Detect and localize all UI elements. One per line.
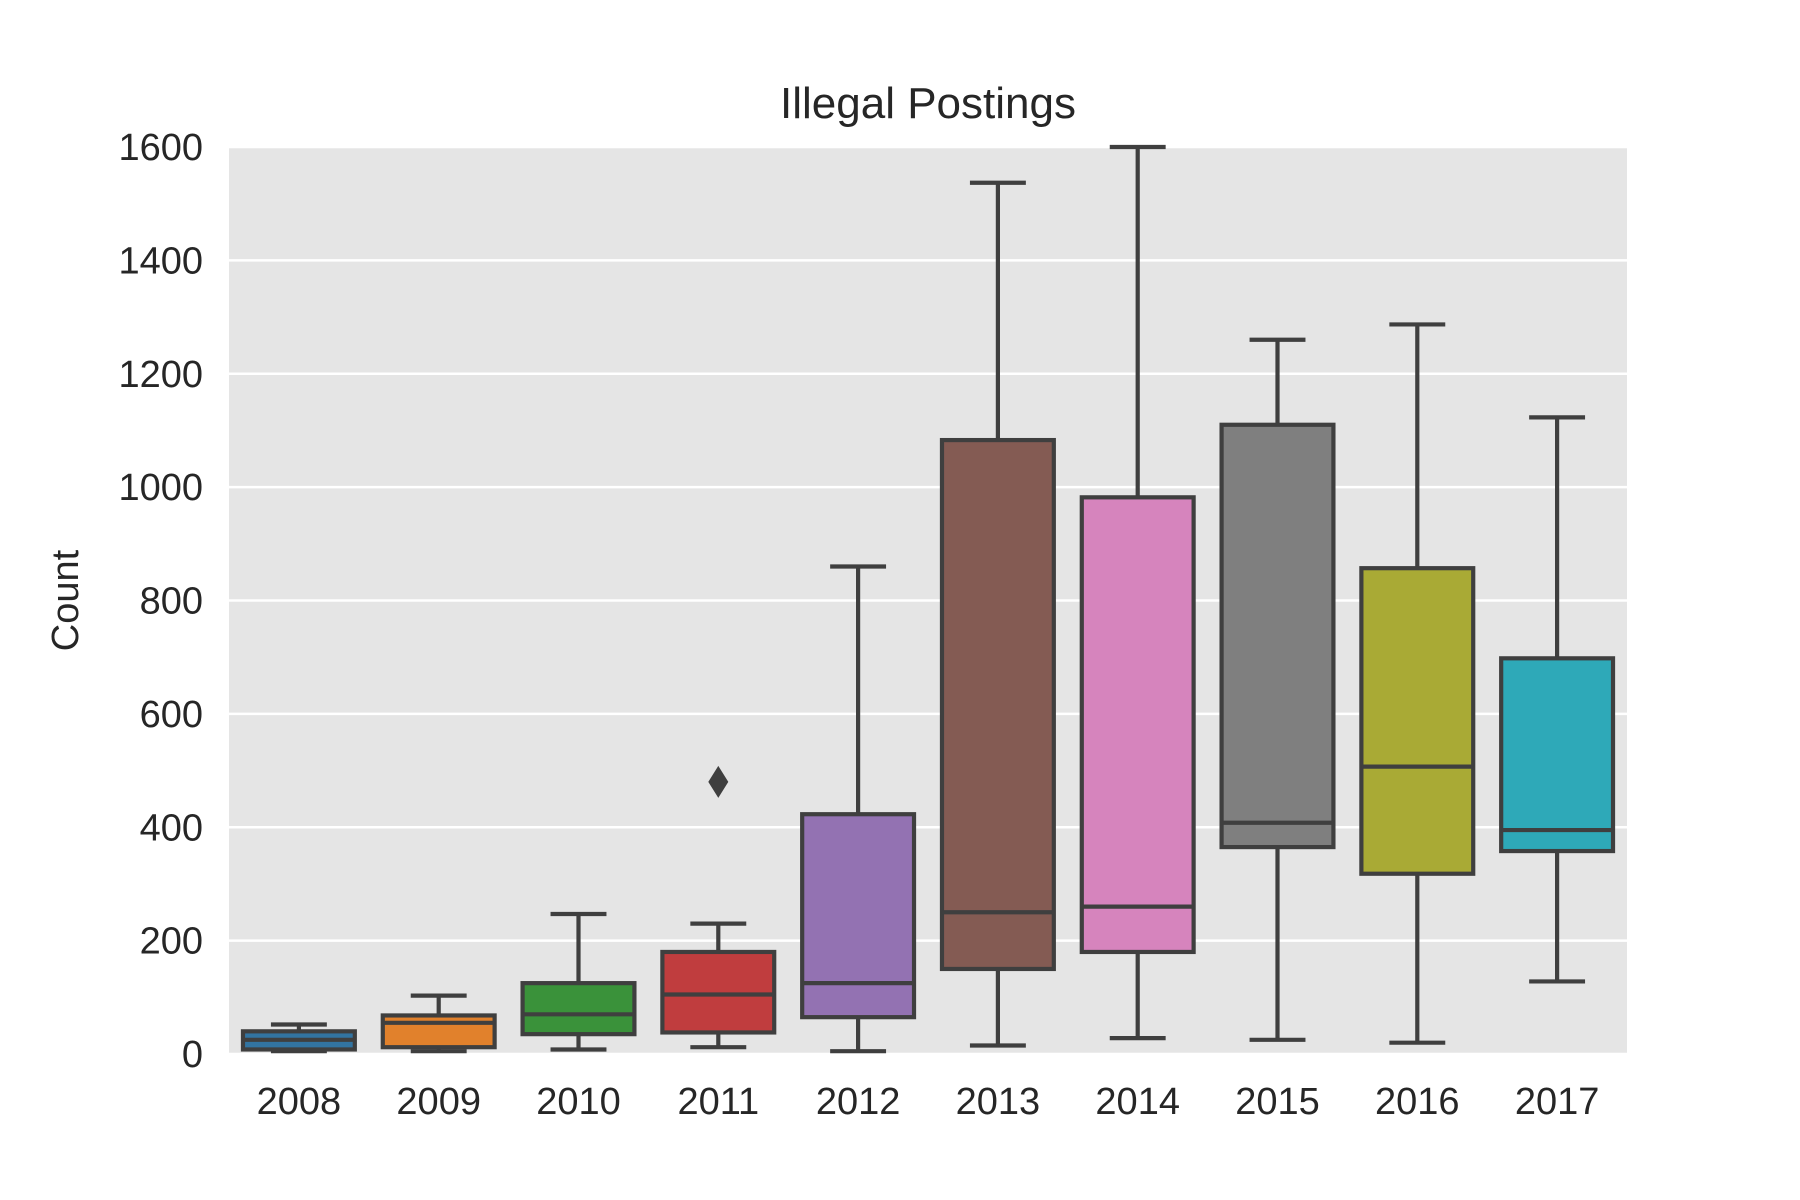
y-tick-label: 1600 — [118, 127, 203, 169]
x-tick-label: 2009 — [396, 1081, 481, 1123]
x-tick-label: 2014 — [1095, 1081, 1180, 1123]
x-tick-label: 2008 — [257, 1081, 342, 1123]
x-tick-label: 2017 — [1515, 1081, 1600, 1123]
y-tick-label: 400 — [140, 807, 203, 849]
y-axis-label: Count — [45, 549, 87, 651]
x-tick-label: 2010 — [536, 1081, 621, 1123]
y-tick-label: 200 — [140, 921, 203, 963]
box-iqr — [660, 949, 777, 1035]
boxes — [240, 144, 1616, 1054]
box-iqr — [800, 812, 917, 1020]
box-2015 — [1219, 337, 1336, 1042]
y-tick-label: 600 — [140, 694, 203, 736]
box-2013 — [939, 180, 1056, 1048]
box-iqr — [520, 981, 637, 1037]
x-tick-label: 2011 — [677, 1081, 759, 1123]
y-tick-label: 1400 — [118, 240, 203, 282]
box-2014 — [1079, 144, 1196, 1041]
box-2016 — [1359, 322, 1476, 1045]
x-tick-label: 2013 — [956, 1081, 1041, 1123]
box-2012 — [800, 564, 917, 1054]
y-tick-label: 1000 — [118, 467, 203, 509]
y-tick-label: 1200 — [118, 354, 203, 396]
box-iqr — [1359, 566, 1476, 876]
y-axis-ticks: 0 200 400 600 800 1000 1200 1400 1600 — [118, 127, 203, 1076]
box-iqr — [1499, 656, 1616, 854]
y-tick-label: 0 — [182, 1034, 203, 1076]
box-iqr — [1079, 495, 1196, 955]
box-2010 — [520, 911, 637, 1052]
box-2017 — [1499, 415, 1616, 984]
x-tick-label: 2012 — [816, 1081, 901, 1123]
grid-lines — [229, 145, 1627, 1056]
box-2008 — [240, 1022, 357, 1054]
box-iqr — [939, 437, 1056, 972]
x-axis-ticks: 2008 2009 2010 2011 2012 2013 2014 2015 2016 2017 — [257, 1081, 1600, 1123]
box-2011 — [660, 765, 777, 1050]
x-tick-label: 2016 — [1375, 1081, 1460, 1123]
chart-title: Illegal Postings — [780, 79, 1076, 128]
box-2009 — [380, 993, 497, 1054]
box-iqr — [380, 1013, 497, 1050]
y-tick-label: 800 — [140, 581, 203, 623]
x-tick-label: 2015 — [1235, 1081, 1320, 1123]
outlier-point — [708, 765, 729, 798]
box-iqr — [1219, 422, 1336, 850]
